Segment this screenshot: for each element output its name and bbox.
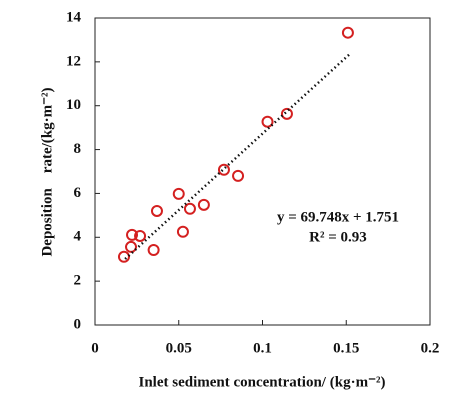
data-point [183,202,196,215]
plot-frame [94,17,431,326]
data-point [117,250,130,263]
x-axis-label: Inlet sediment concentration/ (kg·m⁻²) [139,374,386,390]
x-tick-label: 0.15 [333,340,359,356]
x-tick-label: 0.1 [253,340,272,356]
data-point [232,169,245,182]
r-squared: R² = 0.93 [309,229,367,245]
y-tick-label: 6 [74,185,82,201]
data-point [134,229,147,242]
y-axis-label: Deposition rate/(kg·m⁻²) [39,87,55,256]
x-tick-label: 0.2 [421,340,440,356]
data-point [147,244,160,257]
y-tick-label: 4 [74,229,82,245]
y-tick-label: 14 [66,9,82,25]
trendline [124,53,351,260]
data-point [280,107,293,120]
equation: y = 69.748x + 1.751 [277,209,399,225]
data-point [176,225,189,238]
data-point [172,187,185,200]
data-point [261,115,274,128]
data-point [341,26,354,39]
data-point [125,240,138,253]
y-tick-label: 2 [74,273,82,289]
data-point [150,204,163,217]
x-tick-label: 0 [91,340,99,356]
data-point [197,198,210,211]
data-point [217,163,230,176]
y-tick-label: 0 [74,316,82,332]
data-point [126,228,139,241]
x-tick-label: 0.05 [166,340,192,356]
y-tick-label: 12 [66,53,81,69]
y-tick-label: 8 [74,141,82,157]
y-tick-label: 10 [66,97,81,113]
